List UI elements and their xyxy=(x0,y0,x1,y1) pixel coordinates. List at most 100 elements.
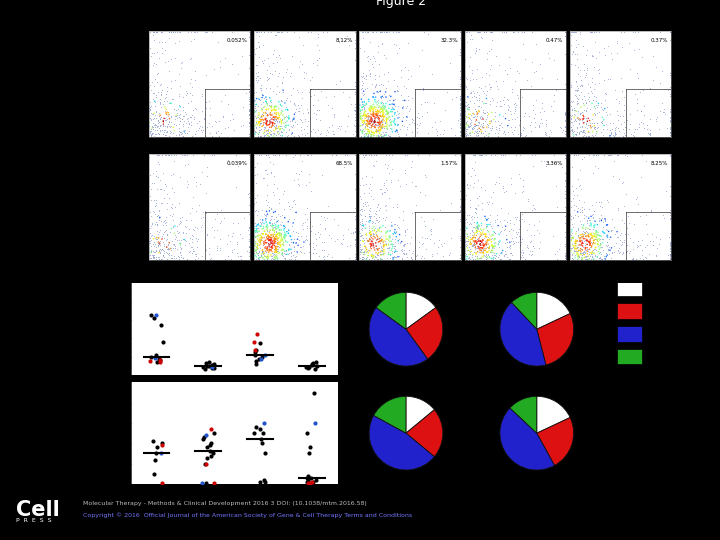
Point xyxy=(469,171,481,179)
Point xyxy=(264,242,275,251)
Point xyxy=(364,242,376,251)
Point xyxy=(354,114,366,123)
Point xyxy=(264,119,276,127)
Point xyxy=(573,130,585,138)
Point xyxy=(317,253,328,262)
Point xyxy=(593,65,605,73)
Point xyxy=(368,230,379,238)
Point xyxy=(472,242,484,251)
Point xyxy=(473,237,485,245)
Point xyxy=(370,110,382,118)
Point xyxy=(578,228,590,237)
Point xyxy=(243,117,255,126)
Point xyxy=(207,363,218,372)
Point xyxy=(348,105,359,114)
Point xyxy=(454,234,466,242)
Point xyxy=(189,76,201,85)
Text: 0.47%: 0.47% xyxy=(546,38,563,43)
Point xyxy=(577,126,589,135)
Point xyxy=(481,222,492,231)
Point xyxy=(377,102,388,111)
Point xyxy=(341,151,352,159)
Point xyxy=(624,120,636,129)
Point xyxy=(618,238,630,247)
Point xyxy=(283,113,294,122)
Point xyxy=(454,99,466,108)
Point xyxy=(261,105,272,114)
Point xyxy=(260,214,271,223)
Point xyxy=(372,233,383,242)
Point xyxy=(575,246,586,255)
Point xyxy=(375,116,387,124)
Point xyxy=(261,252,272,261)
Point xyxy=(603,243,615,252)
Point xyxy=(364,228,376,237)
Point xyxy=(381,116,392,125)
Point xyxy=(505,241,516,249)
Point xyxy=(284,240,295,248)
Point xyxy=(479,244,490,252)
Point xyxy=(189,254,201,263)
Point xyxy=(294,151,305,159)
Point xyxy=(567,242,579,251)
Point xyxy=(364,232,375,240)
Point xyxy=(467,183,479,191)
Point xyxy=(249,99,261,108)
Point xyxy=(261,252,273,260)
Point xyxy=(382,124,393,133)
Point xyxy=(382,68,394,76)
Point xyxy=(469,239,480,248)
Point xyxy=(377,122,388,130)
Point xyxy=(374,237,386,245)
Point xyxy=(363,236,374,245)
Point xyxy=(295,167,307,176)
Point xyxy=(468,87,480,96)
Point xyxy=(369,71,381,79)
Point xyxy=(305,91,317,100)
Point xyxy=(526,249,538,258)
Point xyxy=(576,245,588,254)
Point xyxy=(464,254,476,263)
Point xyxy=(467,240,478,248)
Point xyxy=(175,245,186,254)
Point xyxy=(475,114,487,123)
Point xyxy=(359,111,370,120)
Point xyxy=(593,66,604,75)
Point xyxy=(344,241,356,249)
Point xyxy=(366,80,377,89)
Point xyxy=(593,242,604,251)
Point xyxy=(251,244,263,253)
Point xyxy=(253,252,264,261)
Point xyxy=(146,220,158,228)
Point xyxy=(470,244,482,253)
Point xyxy=(573,235,585,244)
Point xyxy=(175,128,186,137)
Point xyxy=(252,244,264,253)
Point xyxy=(579,251,590,259)
Point xyxy=(577,221,589,230)
Point xyxy=(254,118,266,127)
Point xyxy=(473,28,485,36)
Point xyxy=(174,117,186,125)
Point xyxy=(311,110,323,118)
Point xyxy=(255,354,266,363)
Point xyxy=(623,248,634,257)
Point xyxy=(363,184,374,193)
Point xyxy=(259,247,271,255)
Point xyxy=(485,28,497,36)
Point xyxy=(577,238,588,247)
Point xyxy=(262,231,274,240)
Point xyxy=(395,91,407,99)
Point xyxy=(479,132,490,140)
Point xyxy=(354,236,366,245)
Point xyxy=(367,218,379,227)
Point xyxy=(275,105,287,114)
Point xyxy=(284,126,295,135)
Point xyxy=(341,242,353,251)
Point xyxy=(336,122,347,130)
Point xyxy=(594,202,606,211)
Point xyxy=(420,171,431,180)
Point xyxy=(148,251,159,259)
Point xyxy=(475,246,487,255)
Point xyxy=(212,38,223,46)
